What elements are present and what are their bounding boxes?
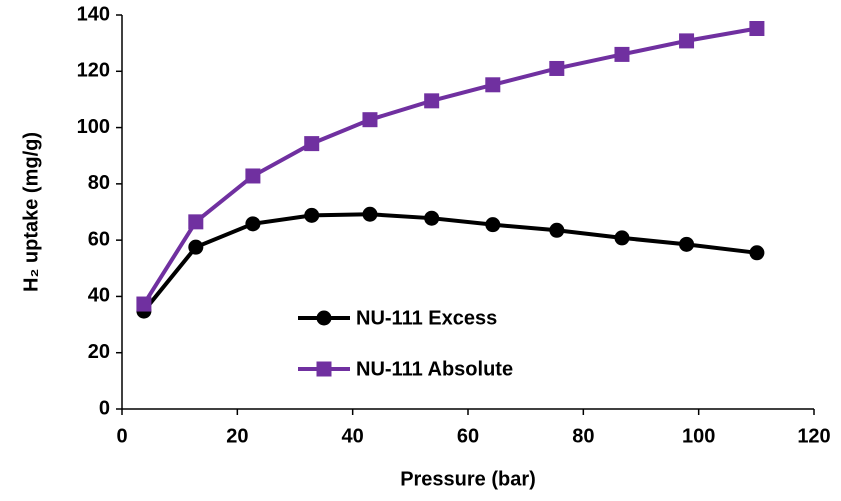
- data-point: [362, 206, 378, 222]
- legend-label: NU-111 Absolute: [356, 358, 513, 380]
- y-tick-label: 0: [99, 397, 110, 419]
- data-point: [188, 239, 204, 255]
- series-line: [142, 26, 758, 306]
- data-point: [304, 136, 320, 152]
- legend-label: NU-111 Excess: [356, 307, 497, 329]
- y-tick-label: 140: [77, 3, 110, 25]
- x-tick-label: 0: [116, 425, 127, 447]
- data-point: [679, 236, 695, 252]
- data-point: [749, 21, 765, 37]
- data-point: [749, 245, 765, 261]
- data-point: [136, 296, 152, 312]
- data-point: [614, 230, 630, 246]
- y-tick-label: 60: [88, 228, 110, 250]
- data-point: [424, 93, 440, 109]
- series-line: [142, 212, 758, 313]
- data-point: [245, 216, 261, 232]
- data-point: [614, 46, 630, 62]
- y-tick-label: 80: [88, 172, 110, 194]
- x-tick-label: 80: [572, 425, 594, 447]
- data-point: [679, 33, 695, 49]
- x-tick-label: 120: [797, 425, 830, 447]
- data-point: [485, 217, 501, 233]
- y-tick-label: 100: [77, 116, 110, 138]
- data-point: [549, 222, 565, 238]
- y-axis-title: H₂ uptake (mg/g): [20, 132, 42, 292]
- y-tick-label: 40: [88, 285, 110, 307]
- data-point: [549, 60, 565, 76]
- y-tick-label: 20: [88, 341, 110, 363]
- data-point: [304, 207, 320, 223]
- x-tick-label: 40: [342, 425, 364, 447]
- data-point: [245, 168, 261, 184]
- x-tick-label: 20: [226, 425, 248, 447]
- x-axis-title: Pressure (bar): [400, 468, 536, 490]
- data-point: [188, 214, 204, 230]
- data-point: [485, 77, 501, 93]
- y-tick-label: 120: [77, 60, 110, 82]
- data-point: [362, 112, 378, 128]
- x-tick-label: 100: [682, 425, 715, 447]
- legend-marker: [316, 310, 332, 326]
- x-tick-label: 60: [457, 425, 479, 447]
- data-point: [424, 210, 440, 226]
- legend-marker: [316, 361, 332, 377]
